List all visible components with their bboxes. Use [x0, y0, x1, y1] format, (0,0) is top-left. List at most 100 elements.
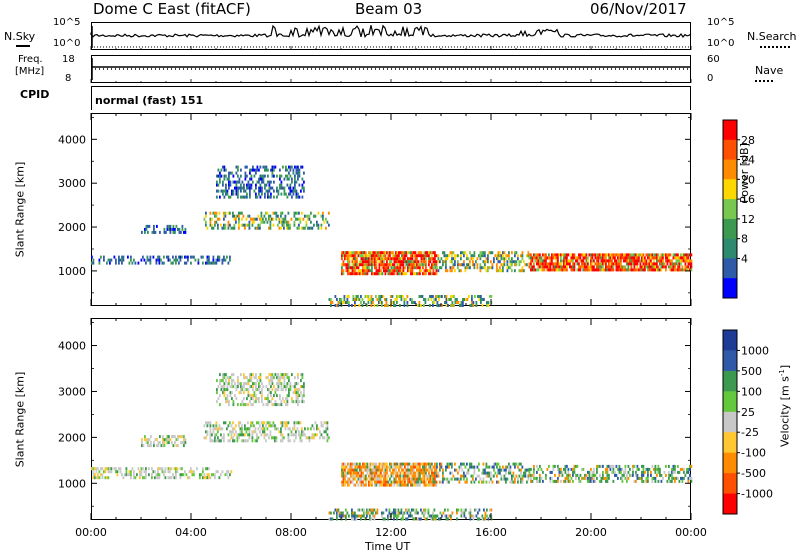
power-echo-cell: [286, 195, 289, 199]
velocity-echo-cell: [323, 421, 326, 425]
power-echo-cell: [303, 189, 305, 193]
power-echo-cell: [367, 295, 370, 298]
velocity-echo-cell: [520, 462, 522, 466]
power-echo-cell: [669, 268, 672, 272]
power-echo-cell: [145, 224, 148, 228]
power-echo-cell: [317, 223, 320, 227]
power-echo-cell: [537, 253, 540, 257]
velocity-echo-cell: [328, 511, 331, 515]
velocity-echo-cell: [590, 476, 592, 480]
velocity-echo-cell: [382, 511, 385, 515]
velocity-echo-cell: [351, 480, 354, 484]
velocity-echo-cell: [575, 464, 577, 468]
velocity-echo-cell: [94, 476, 96, 480]
power-echo-cell: [357, 266, 360, 270]
velocity-echo-cell: [434, 480, 436, 484]
power-echo-cell: [422, 266, 424, 270]
velocity-echo-cell: [347, 483, 349, 487]
power-echo-cell: [258, 189, 260, 193]
power-echo-cell: [410, 257, 412, 261]
velocity-echo-cell: [348, 477, 351, 481]
power-echo-cell: [366, 269, 369, 273]
velocity-echo-cell: [654, 470, 657, 474]
velocity-echo-cell: [514, 462, 516, 466]
power-echo-cell: [369, 298, 371, 301]
velocity-echo-cell: [656, 473, 658, 477]
power-echo-cell: [654, 265, 657, 269]
power-echo-cell: [546, 265, 549, 269]
power-echo-cell: [445, 295, 448, 298]
velocity-echo-cell: [281, 421, 284, 425]
velocity-echo-cell: [650, 470, 652, 474]
velocity-echo-cell: [386, 477, 388, 481]
power-echo-cell: [451, 254, 453, 258]
velocity-echo-cell: [218, 439, 221, 443]
velocity-echo-cell: [289, 382, 292, 386]
velocity-echo-cell: [363, 474, 366, 478]
velocity-echo-cell: [369, 471, 372, 475]
velocity-echo-cell: [427, 508, 430, 512]
velocity-echo-cell: [602, 476, 604, 480]
velocity-echo-cell: [596, 476, 598, 480]
velocity-echo-cell: [371, 483, 373, 487]
velocity-echo-cell: [277, 388, 280, 392]
power-echo-cell: [659, 256, 661, 260]
velocity-echo-cell: [206, 433, 209, 437]
velocity-echo-cell: [289, 439, 291, 443]
velocity-echo-cell: [238, 382, 241, 386]
velocity-echo-cell: [416, 477, 418, 481]
velocity-echo-cell: [496, 465, 498, 469]
power-echo-cell: [438, 304, 440, 307]
velocity-echo-cell: [585, 473, 588, 477]
velocity-echo-cell: [241, 433, 243, 437]
power-echo-cell: [647, 253, 649, 257]
power-echo-cell: [509, 263, 512, 267]
velocity-echo-cell: [226, 385, 229, 389]
velocity-echo-cell: [526, 468, 528, 472]
power-echo-cell: [372, 257, 375, 261]
velocity-echo-cell: [641, 479, 643, 483]
power-echo-cell: [608, 259, 610, 263]
velocity-echo-cell: [310, 436, 312, 440]
power-echo-cell: [508, 266, 510, 270]
velocity-echo-cell: [220, 439, 222, 443]
velocity-echo-cell: [326, 427, 329, 431]
velocity-echo-cell: [216, 388, 218, 392]
velocity-echo-cell: [372, 477, 375, 481]
power-echo-cell: [399, 304, 401, 307]
velocity-echo-cell: [218, 476, 221, 480]
power-echo-cell: [217, 217, 219, 221]
velocity-echo-cell: [401, 468, 403, 472]
power-echo-cell: [635, 262, 637, 266]
velocity-echo-cell: [416, 483, 418, 487]
velocity-echo-cell: [276, 388, 278, 392]
velocity-echo-cell: [243, 373, 245, 377]
power-echo-cell: [545, 259, 547, 263]
velocity-echo-cell: [490, 471, 492, 475]
power-echo-cell: [576, 268, 579, 272]
velocity-echo-cell: [270, 373, 272, 377]
power-echo-cell: [330, 304, 332, 307]
velocity-echo-cell: [436, 514, 439, 518]
power-echo-cell: [249, 168, 251, 172]
power-echo-cell: [596, 268, 598, 272]
velocity-echo-cell: [683, 467, 685, 471]
velocity-echo-cell: [635, 470, 637, 474]
velocity-echo-cell: [322, 436, 324, 440]
power-echo-cell: [242, 214, 245, 218]
velocity-echo-cell: [139, 476, 141, 480]
power-echo-cell: [408, 269, 411, 273]
velocity-echo-cell: [494, 471, 497, 475]
velocity-echo-cell: [600, 464, 603, 468]
velocity-echo-cell: [342, 511, 344, 515]
velocity-echo-cell: [647, 467, 649, 471]
velocity-echo-cell: [217, 427, 219, 431]
velocity-echo-cell: [191, 473, 194, 477]
power-echo-cell: [347, 260, 349, 264]
power-echo-cell: [563, 256, 565, 260]
velocity-echo-cell: [417, 517, 419, 521]
velocity-echo-cell: [381, 474, 384, 478]
power-echo-cell: [232, 180, 235, 184]
power-echo-cell: [380, 257, 382, 261]
velocity-echo-cell: [244, 433, 246, 437]
